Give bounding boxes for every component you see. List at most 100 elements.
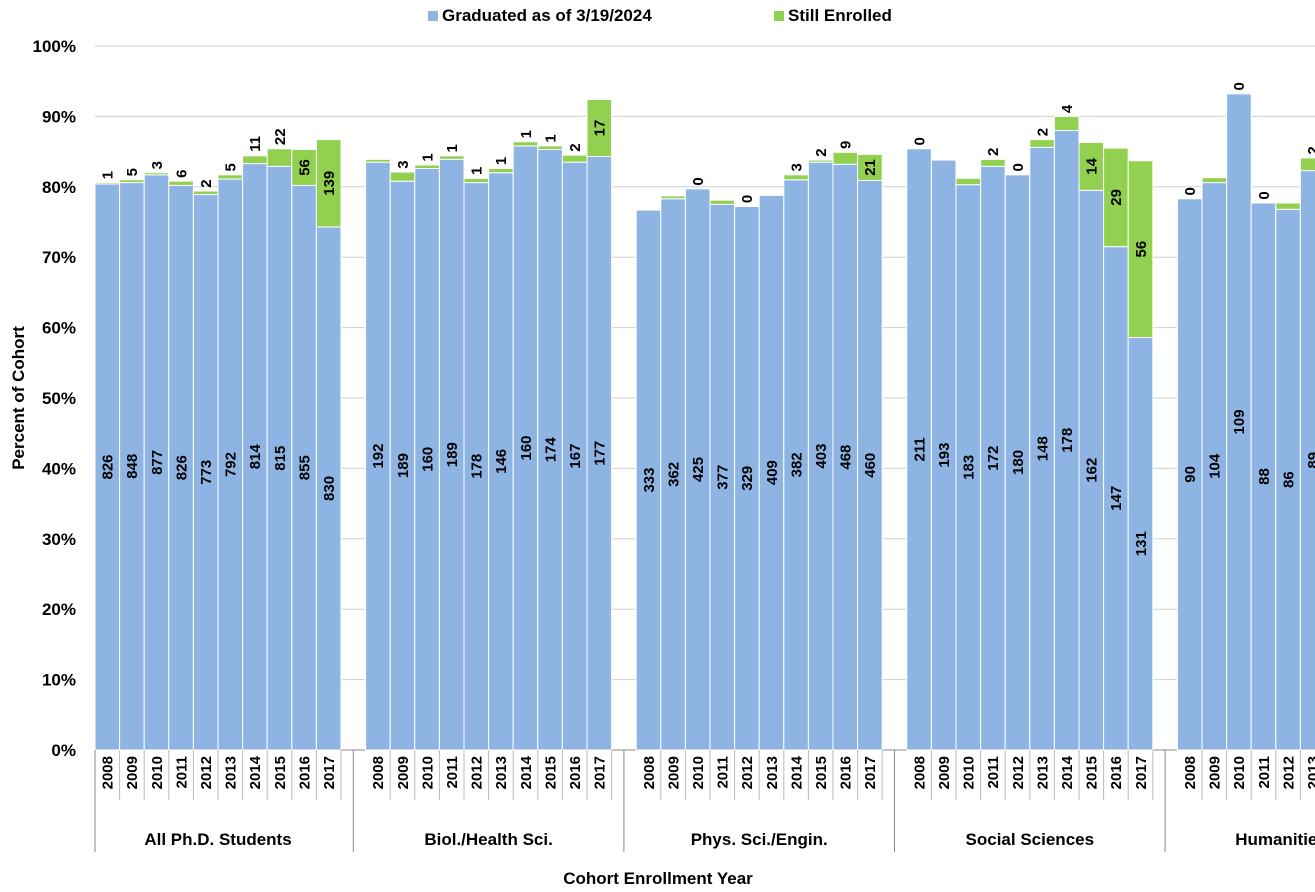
data-label-enrolled: 2 <box>1034 128 1051 136</box>
bar-enrolled <box>1078 141 1105 191</box>
bar-enrolled <box>94 182 121 185</box>
data-label-graduated: 146 <box>493 449 510 474</box>
x-tick-label: 2015 <box>813 756 830 789</box>
data-label-graduated: 167 <box>567 444 584 469</box>
data-label-enrolled: 5 <box>223 163 240 171</box>
bar-enrolled <box>1053 115 1080 131</box>
x-axis-title: Cohort Enrollment Year <box>563 869 753 888</box>
data-label-enrolled: 6 <box>173 169 190 177</box>
bar-graduated <box>414 167 440 751</box>
bar-enrolled <box>758 194 785 196</box>
bar-enrolled <box>119 179 145 184</box>
bar-graduated <box>586 156 613 751</box>
bar-enrolled <box>266 148 293 167</box>
bar-enrolled <box>414 164 440 169</box>
data-label-graduated: 104 <box>1207 453 1224 479</box>
bar-enrolled <box>438 155 465 160</box>
data-label-graduated: 172 <box>985 446 1002 471</box>
x-group-label: Biol./Health Sci. <box>424 830 552 849</box>
bar-enrolled <box>143 172 170 176</box>
bar-graduated <box>537 148 563 751</box>
x-tick-label: 2013 <box>223 756 240 789</box>
x-tick-label: 2009 <box>665 756 682 789</box>
bar-enrolled <box>586 99 613 158</box>
bar-enrolled <box>389 171 416 182</box>
legend: Graduated as of 3/19/2024 Still Enrolled <box>428 6 892 25</box>
data-label-enrolled: 0 <box>911 137 928 145</box>
x-tick-label: 2010 <box>1231 756 1248 789</box>
data-label-enrolled: 0 <box>1231 82 1248 90</box>
data-label-enrolled: 2 <box>567 143 584 151</box>
bar-enrolled <box>1029 139 1055 148</box>
bar-enrolled <box>1299 157 1315 172</box>
bar-graduated <box>315 226 342 751</box>
x-tick-label: 2017 <box>592 756 609 789</box>
y-tick-label: 10% <box>42 671 76 690</box>
data-label-graduated: 460 <box>862 453 879 478</box>
y-tick-label: 60% <box>42 319 76 338</box>
data-label-enrolled: 1 <box>100 171 117 179</box>
x-tick-label: 2010 <box>690 756 707 789</box>
bar-enrolled <box>512 141 539 147</box>
data-label-graduated: 377 <box>715 465 732 490</box>
y-axis-tick-labels: 0% 10% 20% 30% 40% 50% 60% 70% 80% 90% 100% <box>33 37 76 760</box>
y-axis-title: Percent of Cohort <box>9 326 28 470</box>
data-label-graduated: 877 <box>149 450 166 475</box>
data-label-graduated: 86 <box>1280 471 1297 488</box>
bar-graduated <box>709 203 736 751</box>
bar-enrolled <box>857 153 883 181</box>
bar-graduated <box>1226 93 1252 751</box>
x-tick-label: 2008 <box>370 756 387 789</box>
x-tick-label: 2015 <box>272 756 289 789</box>
x-tick-label: 2010 <box>961 756 978 789</box>
data-label-graduated: 425 <box>690 457 707 482</box>
data-label-graduated: 189 <box>444 442 461 467</box>
bar-graduated <box>1201 182 1228 751</box>
data-label-graduated: 189 <box>395 453 412 478</box>
y-tick-label: 40% <box>42 459 76 478</box>
data-label-enrolled: 2 <box>1305 146 1315 154</box>
data-label-enrolled: 139 <box>321 171 338 196</box>
x-tick-label: 2008 <box>100 756 117 789</box>
x-tick-label: 2016 <box>567 756 584 789</box>
data-label-graduated: 855 <box>296 455 313 480</box>
bar-graduated <box>1176 198 1203 751</box>
bar-enrolled <box>832 151 859 165</box>
data-label-enrolled: 1 <box>444 144 461 152</box>
legend-swatch-enrolled <box>774 11 784 21</box>
x-tick-label: 2011 <box>444 756 461 789</box>
x-tick-label: 2014 <box>247 755 264 789</box>
x-tick-label: 2011 <box>715 756 732 789</box>
y-tick-label: 70% <box>42 248 76 267</box>
data-label-enrolled: 3 <box>788 163 805 171</box>
data-label-graduated: 90 <box>1182 466 1199 483</box>
data-label-enrolled: 1 <box>493 157 510 165</box>
bar-enrolled <box>1201 177 1228 184</box>
bar-enrolled <box>660 195 686 200</box>
bar-graduated <box>684 188 711 751</box>
x-tick-label: 2014 <box>518 755 535 789</box>
bar-enrolled <box>561 154 588 163</box>
x-tick-label: 2015 <box>542 756 559 789</box>
data-label-graduated: 180 <box>1010 450 1027 475</box>
data-label-graduated: 160 <box>518 435 535 460</box>
data-label-graduated: 468 <box>838 445 855 470</box>
data-label-graduated: 89 <box>1305 452 1315 469</box>
bar-enrolled <box>192 190 219 196</box>
data-label-graduated: 211 <box>911 437 928 461</box>
bar-graduated <box>438 158 465 751</box>
data-label-graduated: 160 <box>419 447 436 472</box>
bar-enrolled <box>1127 160 1154 338</box>
data-label-enrolled: 9 <box>838 141 855 149</box>
x-tick-label: 2009 <box>936 756 953 789</box>
x-tick-label: 2009 <box>1207 756 1224 789</box>
bar-enrolled <box>980 158 1006 167</box>
data-label-enrolled: 1 <box>518 130 535 138</box>
bar-graduated <box>192 194 219 751</box>
data-label-graduated: 792 <box>223 452 240 477</box>
x-tick-label: 2011 <box>173 756 190 789</box>
data-label-enrolled: 0 <box>1256 191 1273 199</box>
data-label-enrolled: 22 <box>272 128 289 145</box>
data-label-enrolled: 0 <box>1182 187 1199 195</box>
